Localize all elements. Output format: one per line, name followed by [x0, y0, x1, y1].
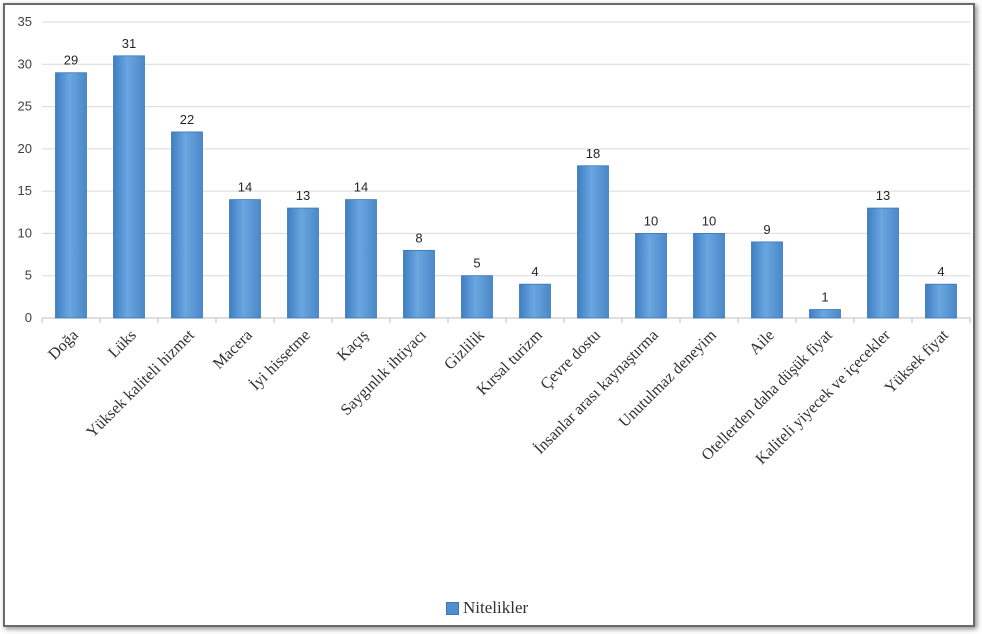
bar	[287, 207, 319, 319]
data-label: 13	[296, 188, 310, 203]
bar	[519, 283, 551, 319]
legend: Nitelikler	[446, 598, 528, 618]
data-label: 10	[644, 213, 658, 228]
bar	[867, 207, 899, 319]
bars	[55, 55, 957, 319]
data-label: 10	[702, 213, 716, 228]
y-tick-label: 15	[18, 183, 32, 198]
data-label: 1	[821, 290, 828, 305]
bar	[635, 233, 667, 319]
legend-swatch	[446, 601, 459, 615]
data-label: 14	[354, 180, 368, 195]
data-labels: 29 31 22 14 13 14 8 5 4 18 10 10 9 1 13 4	[64, 36, 945, 305]
bar	[55, 72, 87, 319]
bar	[693, 233, 725, 319]
y-tick-label: 35	[18, 14, 32, 29]
bar	[809, 309, 841, 319]
x-category-label: Aile	[746, 327, 777, 358]
x-category-label: Macera	[210, 327, 256, 373]
y-tick-label: 10	[18, 225, 32, 240]
data-label: 18	[586, 146, 600, 161]
data-label: 22	[180, 112, 194, 127]
x-category-label: İyi hissetme	[246, 326, 314, 394]
data-label: 29	[64, 53, 78, 68]
bar	[171, 131, 203, 319]
data-label: 4	[531, 264, 538, 279]
y-tick-label: 20	[18, 141, 32, 156]
x-category-label: Yüksek fiyat	[882, 326, 953, 397]
x-category-label: Lüks	[105, 327, 140, 362]
x-category-label: Yüksek kaliteli hizmet	[83, 326, 198, 441]
data-label: 31	[122, 36, 136, 51]
y-tick-label: 30	[18, 56, 32, 71]
data-label: 9	[763, 222, 770, 237]
data-label: 13	[876, 188, 890, 203]
data-label: 4	[937, 264, 944, 279]
x-category-label: Doğa	[45, 327, 82, 364]
y-axis-ticks: 0 5 10 15 20 25 30 35	[18, 14, 32, 325]
y-tick-label: 25	[18, 99, 32, 114]
bar	[925, 283, 957, 319]
y-tick-label: 0	[25, 310, 32, 325]
data-label: 5	[473, 256, 480, 271]
bar	[345, 199, 377, 319]
bar	[229, 199, 261, 319]
x-category-label: Gizlilik	[441, 327, 488, 374]
bar	[751, 241, 783, 319]
bar	[403, 249, 435, 319]
bar	[113, 55, 145, 319]
bar	[461, 275, 493, 319]
bar	[577, 165, 609, 319]
data-label: 8	[415, 230, 422, 245]
x-category-label: Kaçış	[334, 327, 372, 365]
legend-label: Nitelikler	[463, 598, 529, 617]
x-category-label: Unutulmaz deneyim	[616, 326, 720, 430]
data-label: 14	[238, 180, 252, 195]
y-tick-label: 5	[25, 268, 32, 283]
